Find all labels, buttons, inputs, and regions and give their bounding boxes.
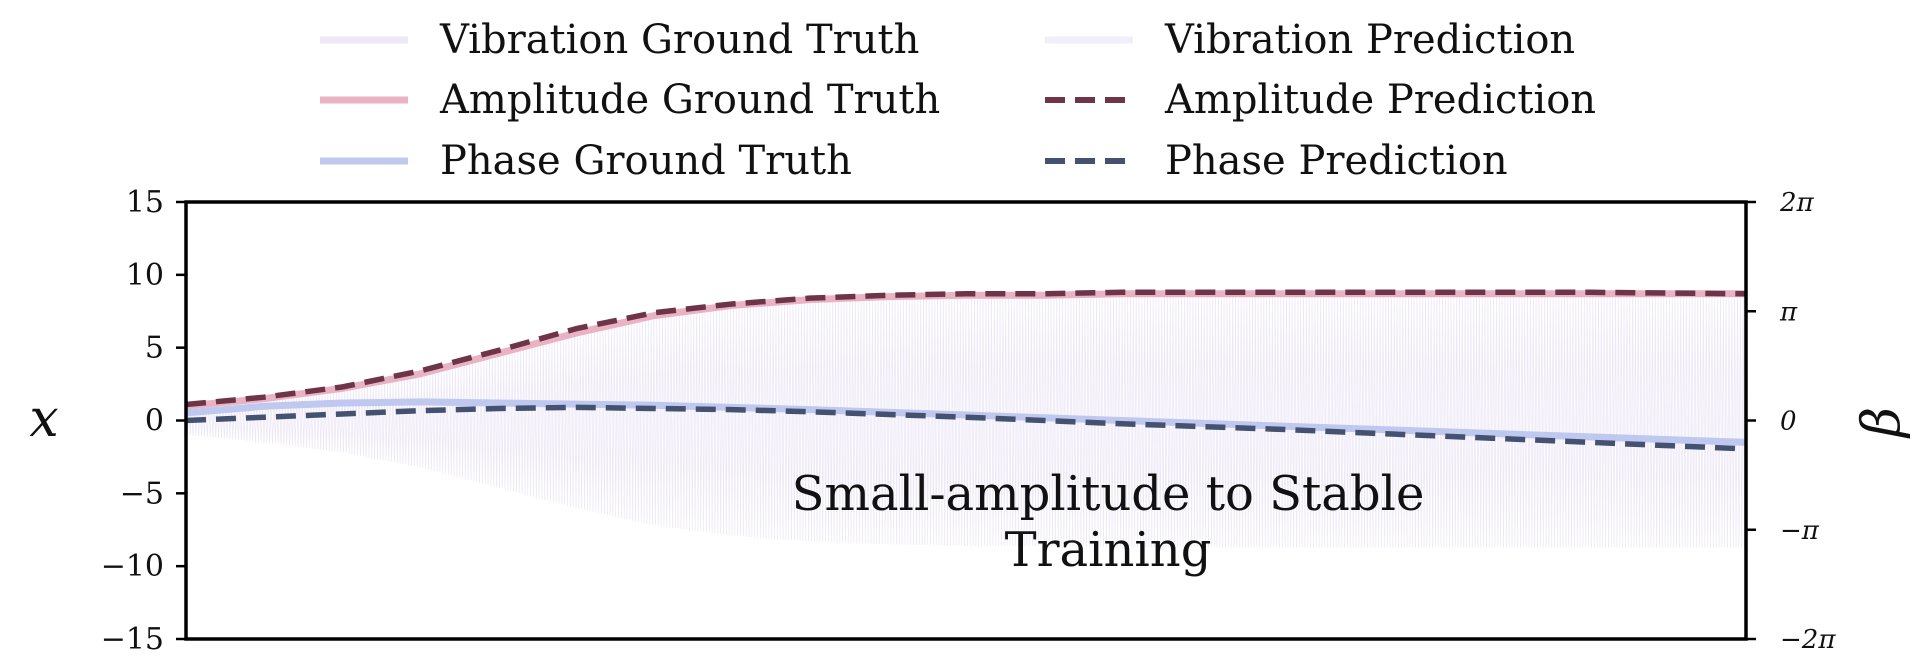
y-left-tick-label: 10 — [126, 258, 164, 293]
y-left-tick-label: 5 — [145, 331, 164, 366]
right-axis: 2π π 0 −π −2π — [1746, 188, 1836, 655]
y-left-tick-label: 15 — [126, 185, 164, 220]
legend: Vibration Ground Truth Vibration Predicti… — [320, 17, 1596, 184]
legend-entry: Phase Ground Truth — [320, 138, 852, 184]
y-left-tick-label: −15 — [101, 622, 164, 657]
legend-label: Phase Ground Truth — [440, 138, 852, 184]
y-left-tick-label: −10 — [101, 549, 164, 584]
legend-entry: Vibration Prediction — [1045, 17, 1575, 63]
legend-label: Vibration Ground Truth — [439, 17, 919, 63]
series-amplitude-prediction — [185, 289, 1747, 408]
annotation-line-2: Training — [1005, 522, 1212, 578]
series-phase-ground-truth — [185, 398, 1747, 446]
y-right-tick-label: π — [1779, 297, 1798, 327]
legend-entry: Vibration Ground Truth — [320, 17, 919, 63]
legend-label: Amplitude Ground Truth — [439, 77, 940, 123]
annotation-line-1: Small-amplitude to Stable — [792, 466, 1425, 522]
y-right-tick-label: 2π — [1779, 188, 1815, 218]
y-left-tick-label: −5 — [120, 476, 164, 511]
plot-frame — [184, 200, 1748, 641]
legend-label: Vibration Prediction — [1164, 17, 1575, 63]
series-layer — [185, 289, 1747, 452]
legend-label: Amplitude Prediction — [1164, 77, 1596, 123]
series-phase-prediction — [185, 404, 1747, 452]
y-right-tick-label: −2π — [1780, 625, 1836, 655]
y-left-tick-label: 0 — [145, 404, 164, 439]
legend-label: Phase Prediction — [1165, 138, 1508, 184]
y-right-tick-label: 0 — [1780, 407, 1797, 437]
annotation: Small-amplitude to Stable Training — [792, 466, 1425, 578]
left-axis: 15 10 5 0 −5 −10 −15 — [101, 185, 186, 657]
legend-entry: Amplitude Prediction — [1045, 77, 1596, 123]
legend-entry: Amplitude Ground Truth — [320, 77, 940, 123]
y-left-label: x — [29, 389, 58, 449]
y-right-tick-label: −π — [1780, 516, 1820, 546]
y-right-label: β — [1852, 407, 1912, 439]
legend-entry: Phase Prediction — [1045, 138, 1508, 184]
